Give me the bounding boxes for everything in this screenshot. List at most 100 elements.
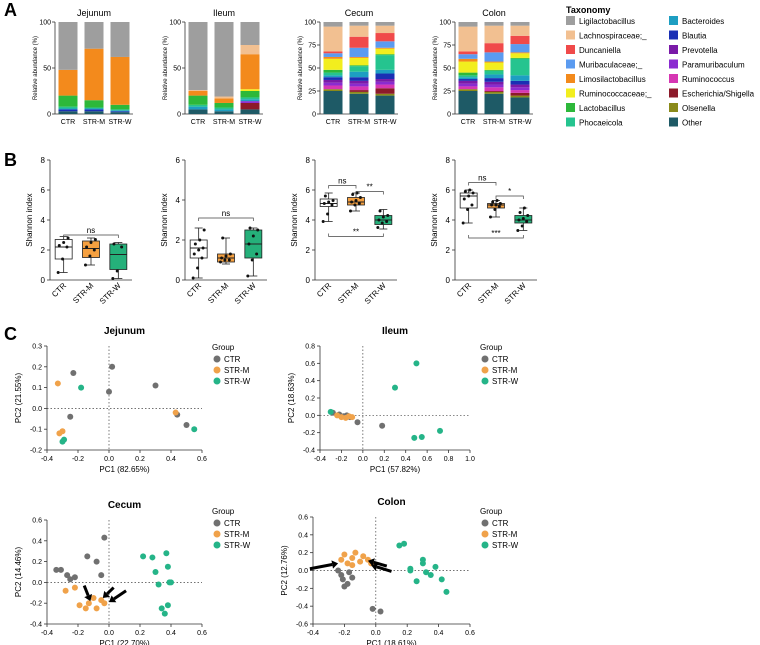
data-point: [517, 218, 521, 222]
data-point: [192, 252, 196, 256]
y-tick-label: 0.4: [32, 538, 42, 545]
bar-segment: [323, 53, 343, 57]
scatter-point: [344, 560, 351, 567]
pca-scatter-plots: Jejunum-0.4 -0.2 0.0 0.2 0.4 0.6-0.2-0.10.00.…: [14, 326, 519, 645]
annotation-arrow: [106, 586, 115, 595]
box-plot-ileum: Shannon index 0 2 4 6 CTR STR-M STR-W ns: [160, 156, 267, 306]
bar-segment: [214, 107, 234, 110]
y-axis-label: Relative abundance (%): [298, 36, 304, 100]
chart-title: Colon: [482, 8, 506, 18]
bar-segment: [484, 62, 504, 70]
box: [109, 243, 128, 270]
data-point: [219, 260, 222, 264]
x-tick-label: -0.2: [72, 456, 84, 463]
data-point: [497, 205, 501, 208]
y-tick-label: 75: [443, 43, 451, 50]
bar-segment: [458, 83, 478, 87]
chart-title: Colon: [377, 497, 405, 508]
y-axis-label: Relative abundance (%): [33, 36, 39, 100]
significance-bracket: [355, 191, 384, 195]
annotation-arrow: [376, 565, 392, 573]
bar-segment: [375, 41, 395, 48]
bar-segment: [188, 104, 208, 107]
data-point: [495, 199, 499, 202]
scatter-point: [70, 370, 77, 377]
legend-label: STR-M: [492, 530, 518, 539]
bar-segment: [110, 104, 130, 110]
data-point: [351, 193, 355, 196]
bar-segment: [349, 47, 369, 57]
y-tick-label: 0: [312, 112, 316, 119]
bar-segment: [484, 87, 504, 91]
scatter-point: [346, 569, 353, 576]
bar-segment: [484, 70, 504, 75]
bar-segment: [58, 95, 78, 107]
annotation-arrow: [82, 584, 90, 597]
x-tick-label: 1.0: [465, 456, 475, 463]
y-tick-label: 0.0: [305, 413, 315, 420]
bar-segment: [458, 22, 478, 27]
significance-bracket: [468, 182, 497, 186]
bar-segment: [323, 58, 343, 70]
bar-segment: [510, 95, 530, 98]
data-point: [354, 199, 358, 202]
bar-segment: [349, 66, 369, 72]
bar-segment: [214, 102, 234, 108]
significance-bracket: [495, 195, 524, 199]
legend-swatch: [669, 45, 678, 54]
x-tick-label: CTR: [455, 281, 473, 299]
scatter-point: [62, 587, 69, 594]
pca-plot-ileum: Ileum -0.4 -0.2 0.0 0.2 0.4 0.6 0.8 1.0 -0.4 -0.2 0…: [287, 326, 519, 474]
bar-segment: [110, 111, 130, 113]
x-tick-label: 0.4: [166, 630, 176, 637]
bar-segment: [188, 91, 208, 96]
panel-label-a: A: [4, 0, 17, 20]
y-tick-label: 2: [176, 236, 181, 245]
y-tick-label: 0.8: [305, 344, 315, 351]
scatter-point: [54, 380, 61, 387]
bar-segment: [484, 81, 504, 85]
y-tick-label: 4: [41, 216, 46, 225]
bar-segment: [58, 108, 78, 110]
x-tick-label: STR-W: [109, 119, 132, 126]
data-point: [326, 212, 330, 216]
scatter-point: [172, 409, 179, 416]
data-point: [247, 242, 251, 246]
legend-marker: [213, 541, 221, 549]
x-axis-label: PC1 (18.61%): [366, 639, 417, 645]
scatter-point: [423, 569, 430, 576]
legend-swatch: [566, 59, 575, 69]
data-point: [380, 221, 384, 225]
bar-segment: [510, 80, 530, 85]
y-tick-label: 0.4: [305, 378, 315, 385]
y-tick-label: 0.0: [32, 406, 42, 413]
data-point: [350, 200, 354, 204]
y-tick-label: 2: [41, 246, 46, 255]
data-point: [385, 220, 389, 223]
bar-segment: [510, 87, 530, 91]
legend-marker: [481, 377, 489, 385]
significance-label: ns: [87, 226, 95, 235]
legend-swatch: [566, 88, 575, 98]
bar-chart-colon: Colon Relative abundance (%) 0 25 50 75 100 CTR…: [433, 8, 533, 126]
y-axis-label: Shannon index: [430, 193, 439, 246]
bar-segment: [375, 73, 395, 80]
scatter-point: [84, 553, 91, 560]
scatter-point: [71, 584, 78, 591]
legend-label: Ruminococcaceae;_: [579, 90, 652, 99]
x-tick-label: CTR: [50, 281, 68, 299]
scatter-point: [418, 434, 425, 440]
box-plot-jejunum: Shannon index 0 2 4 6 8 CTR STR-M STR-W ns: [25, 156, 132, 306]
scatter-point: [357, 558, 364, 565]
y-tick-label: 0.2: [32, 364, 42, 371]
y-tick-label: 50: [173, 66, 181, 73]
legend-label: STR-M: [224, 530, 250, 539]
box-plot-cecum: Shannon index 0 2 4 6 8 CTR STR-M STR-W ns ** **: [290, 156, 397, 306]
scatter-point: [339, 576, 346, 583]
legend-label: Ligilactobacillus: [579, 17, 635, 26]
bar-segment: [240, 45, 260, 55]
x-tick-label: 0.4: [434, 630, 444, 637]
legend-label: CTR: [492, 355, 509, 364]
y-tick-label: -0.2: [296, 586, 308, 593]
